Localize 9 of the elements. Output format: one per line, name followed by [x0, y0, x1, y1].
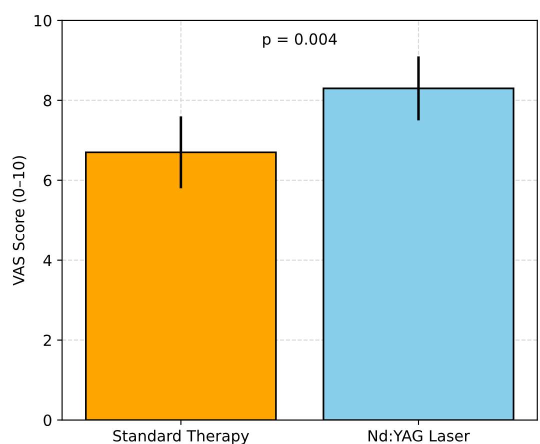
x-tick-label: Nd:YAG Laser — [368, 430, 470, 442]
y-tick-label: 2 — [44, 334, 51, 346]
y-tick-label: 8 — [44, 94, 52, 106]
y-tick-label: 4 — [43, 254, 52, 266]
y-tick-label: 0 — [44, 414, 52, 426]
annotation: p = 0.004 — [263, 33, 337, 48]
y-tick-label: 10 — [34, 14, 52, 26]
y-tick-label: 6 — [44, 174, 52, 186]
y-axis-title: VAS Score (0–10) — [12, 156, 26, 286]
